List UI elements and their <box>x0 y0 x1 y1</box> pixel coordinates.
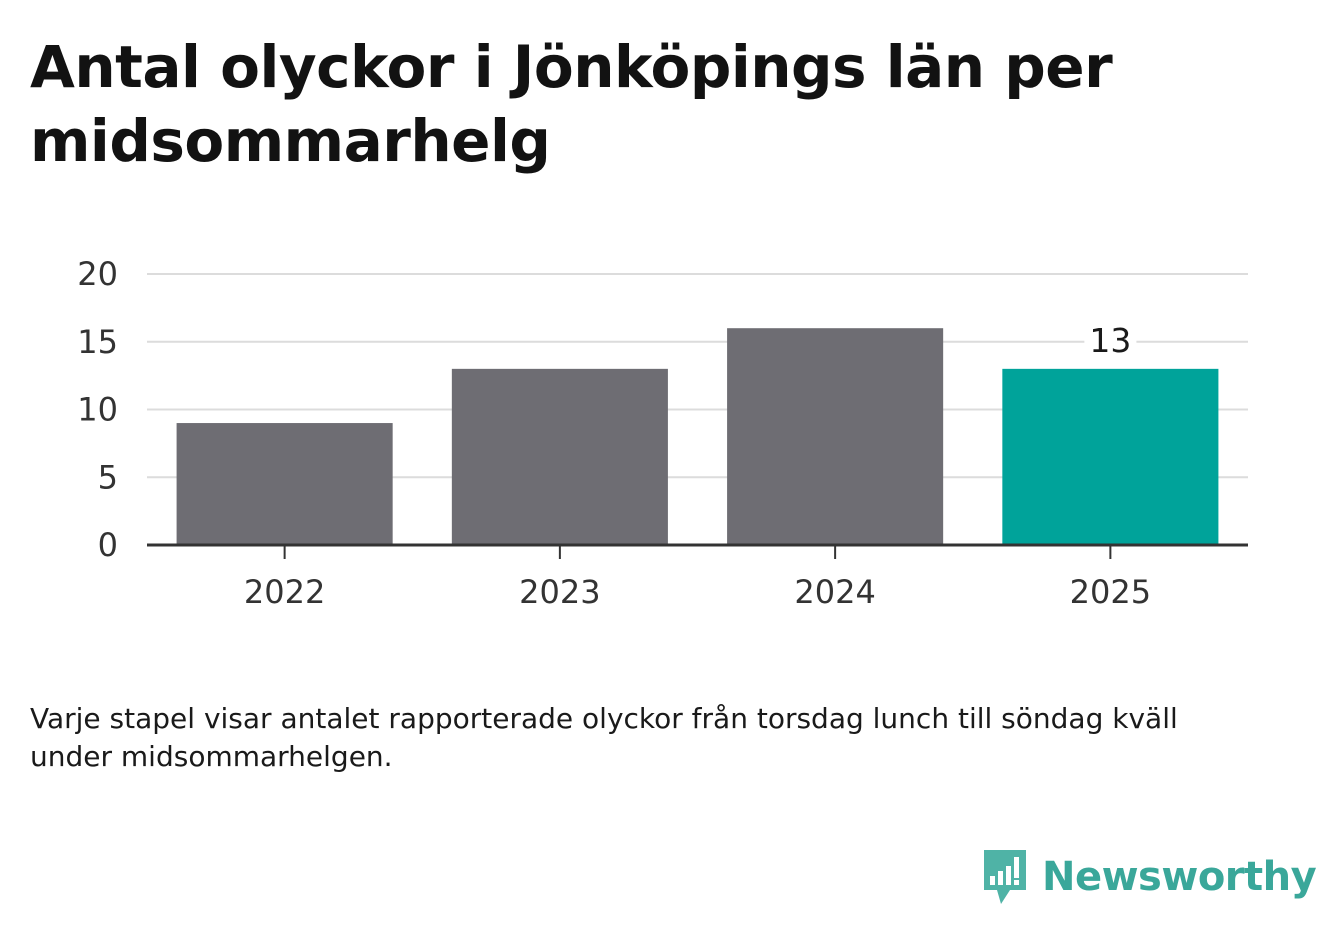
bar-2022 <box>176 423 393 545</box>
brand-logo: Newsworthy <box>980 846 1317 908</box>
chart-caption: Varje stapel visar antalet rapporterade … <box>30 702 1178 773</box>
x-axis <box>147 543 1248 559</box>
x-tick-label: 2022 <box>244 573 325 611</box>
newsworthy-logo-icon <box>984 850 1026 904</box>
data-label-2025: 13 <box>1089 321 1131 360</box>
y-tick-label: 15 <box>77 323 118 361</box>
y-tick-label: 20 <box>77 255 118 293</box>
x-axis-ticks: 2022 2023 2024 2025 <box>244 573 1151 611</box>
data-label-background <box>1084 322 1137 359</box>
x-tick-label: 2025 <box>1070 573 1151 611</box>
bar-2024 <box>727 328 944 545</box>
y-axis-ticks: 0 5 10 15 20 <box>77 255 118 564</box>
data-labels: 13 <box>1084 321 1137 360</box>
bar-2023 <box>451 368 668 545</box>
y-tick-label: 0 <box>98 526 118 564</box>
brand-name: Newsworthy <box>1042 854 1317 900</box>
y-tick-label: 5 <box>98 458 118 496</box>
x-tick-label: 2023 <box>519 573 600 611</box>
chart-title: Antal olyckor i Jönköpings län per midso… <box>30 33 1113 175</box>
x-tick-label: 2024 <box>794 573 875 611</box>
bar-2025 <box>1002 368 1219 545</box>
y-tick-label: 10 <box>77 391 118 429</box>
bars <box>176 328 1219 545</box>
